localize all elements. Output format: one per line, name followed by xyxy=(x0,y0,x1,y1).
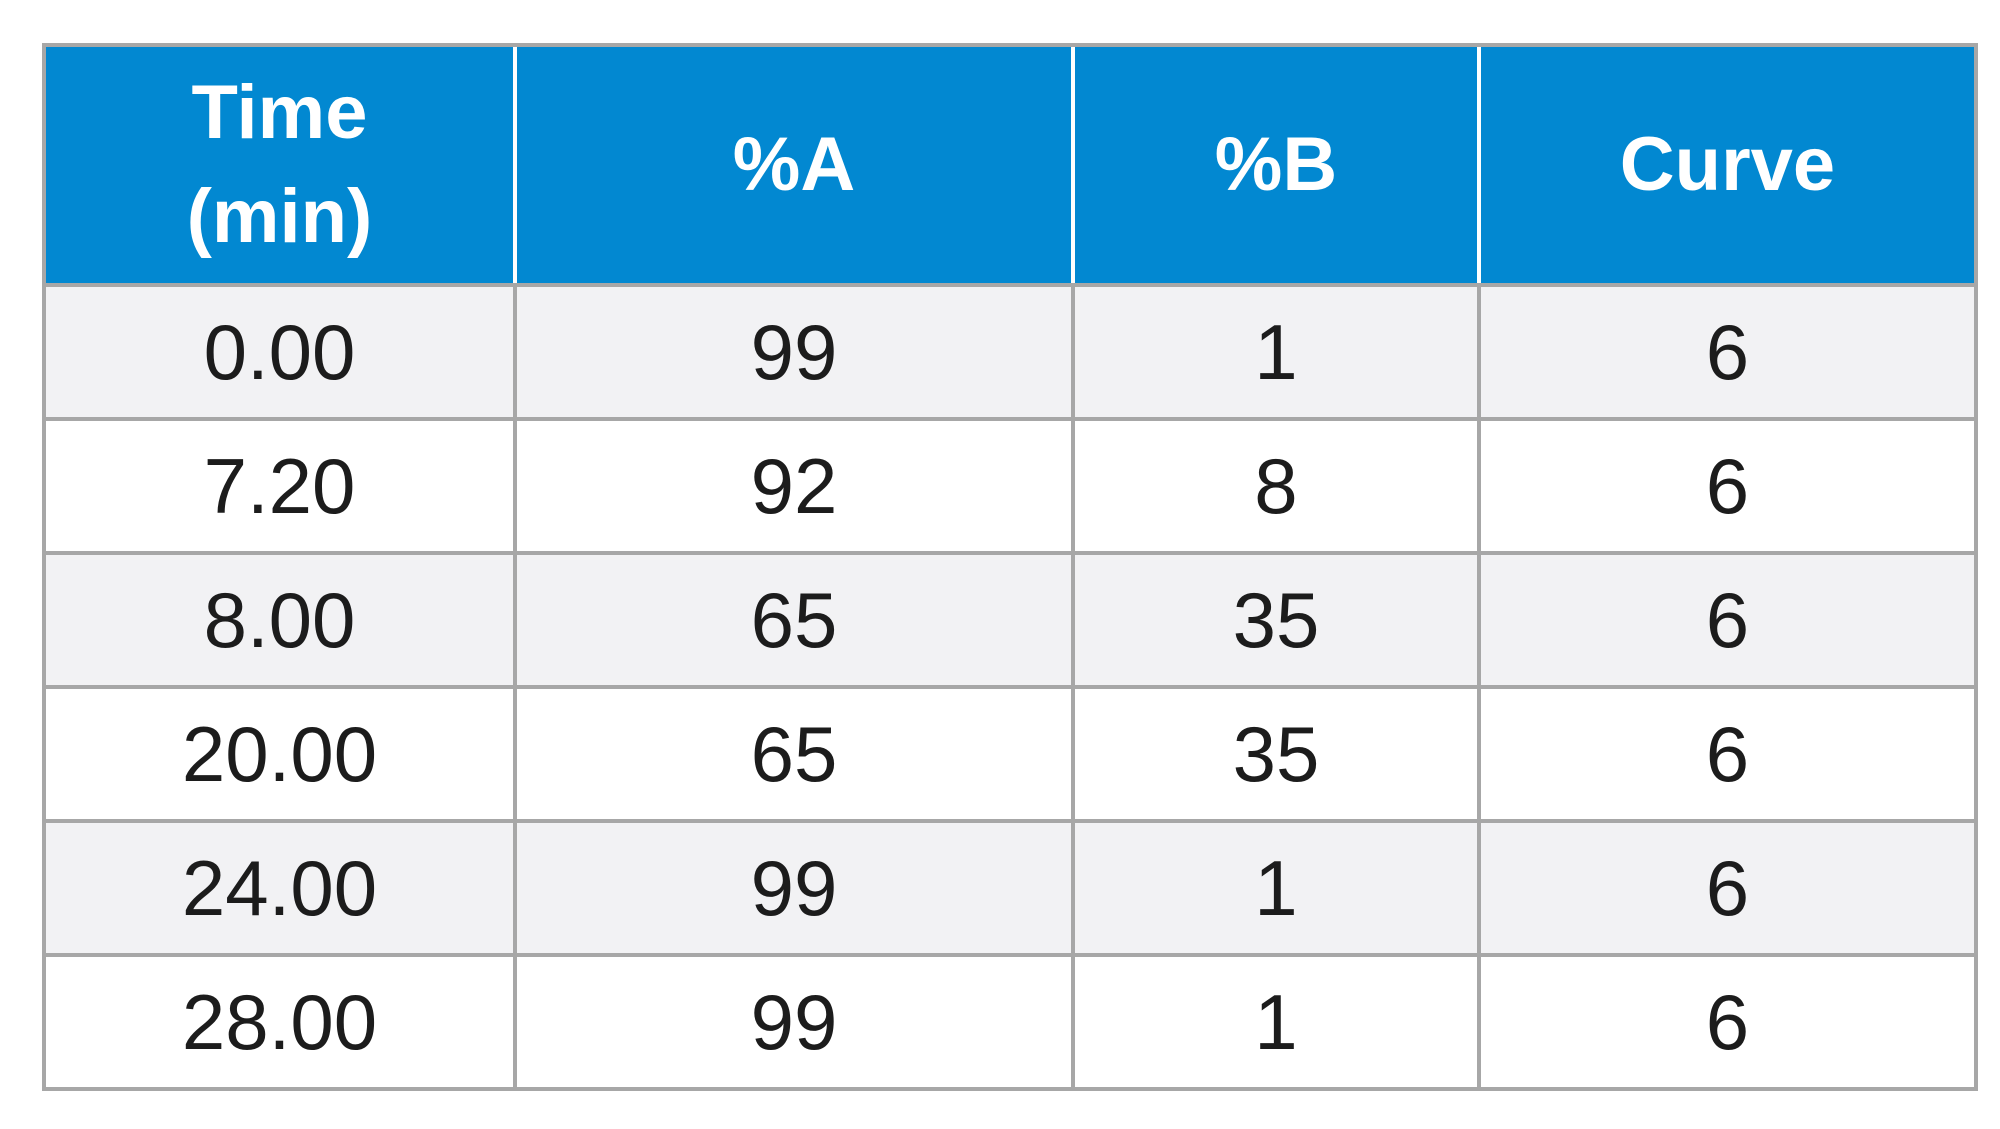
gradient-table-container: Time (min) %A %B Curve 0.00 99 1 6 7.20 … xyxy=(42,43,1978,1091)
table-row: 7.20 92 8 6 xyxy=(42,417,1978,555)
cell-curve: 6 xyxy=(1477,685,1978,823)
cell-curve: 6 xyxy=(1477,819,1978,957)
cell-percent-a: 99 xyxy=(513,819,1075,957)
table-body: 0.00 99 1 6 7.20 92 8 6 8.00 65 35 6 20.… xyxy=(42,283,1978,1091)
cell-time: 7.20 xyxy=(42,417,517,555)
table-row: 28.00 99 1 6 xyxy=(42,953,1978,1091)
cell-percent-b: 1 xyxy=(1071,283,1481,421)
cell-time: 28.00 xyxy=(42,953,517,1091)
table-row: 24.00 99 1 6 xyxy=(42,819,1978,957)
cell-percent-a: 99 xyxy=(513,283,1075,421)
cell-percent-b: 35 xyxy=(1071,551,1481,689)
cell-percent-b: 1 xyxy=(1071,819,1481,957)
cell-percent-a: 65 xyxy=(513,551,1075,689)
cell-percent-a: 65 xyxy=(513,685,1075,823)
cell-curve: 6 xyxy=(1477,551,1978,689)
header-percent-a: %A xyxy=(513,43,1073,287)
header-time-label: Time xyxy=(191,70,368,155)
cell-curve: 6 xyxy=(1477,953,1978,1091)
table-row: 20.00 65 35 6 xyxy=(42,685,1978,823)
cell-time: 20.00 xyxy=(42,685,517,823)
cell-percent-b: 8 xyxy=(1071,417,1481,555)
header-row: Time (min) %A %B Curve xyxy=(42,43,1978,287)
cell-time: 24.00 xyxy=(42,819,517,957)
cell-percent-a: 92 xyxy=(513,417,1075,555)
cell-percent-b: 1 xyxy=(1071,953,1481,1091)
header-percent-b: %B xyxy=(1071,43,1479,287)
table-header: Time (min) %A %B Curve xyxy=(42,43,1978,287)
table-row: 8.00 65 35 6 xyxy=(42,551,1978,689)
table-row: 0.00 99 1 6 xyxy=(42,283,1978,421)
gradient-table: Time (min) %A %B Curve 0.00 99 1 6 7.20 … xyxy=(42,43,1978,1091)
cell-curve: 6 xyxy=(1477,283,1978,421)
header-time: Time (min) xyxy=(42,43,515,287)
header-curve: Curve xyxy=(1477,43,1978,287)
cell-time: 0.00 xyxy=(42,283,517,421)
header-time-unit: (min) xyxy=(186,174,373,259)
cell-curve: 6 xyxy=(1477,417,1978,555)
cell-percent-b: 35 xyxy=(1071,685,1481,823)
cell-percent-a: 99 xyxy=(513,953,1075,1091)
cell-time: 8.00 xyxy=(42,551,517,689)
